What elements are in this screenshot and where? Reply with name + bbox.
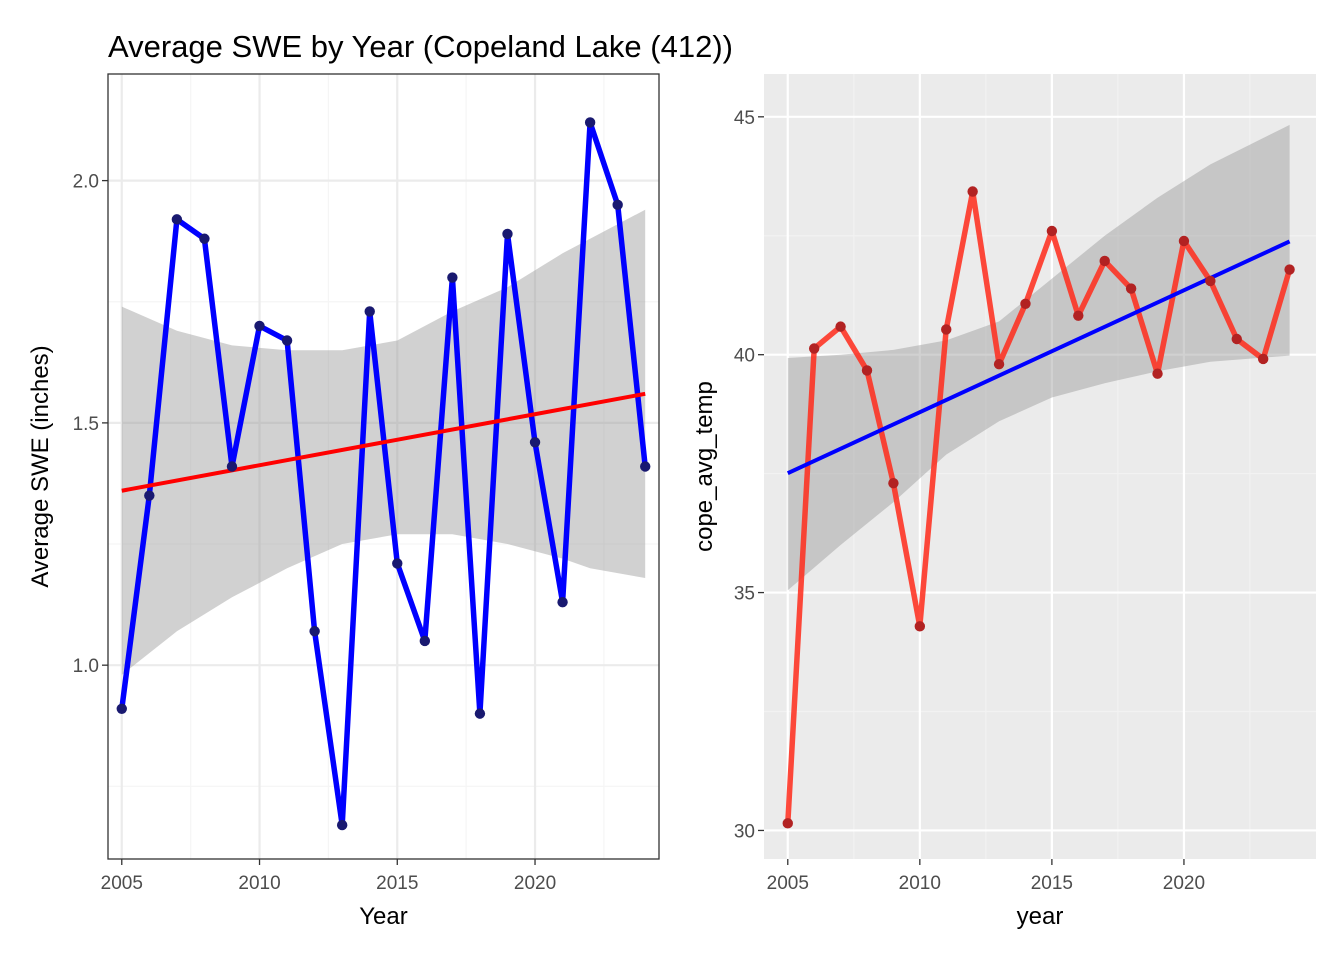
data-point: [199, 233, 210, 244]
y-tick-label: 30: [734, 821, 755, 842]
data-point: [336, 819, 348, 831]
data-point: [1099, 255, 1110, 267]
data-point: [914, 621, 926, 632]
x-tick-label: 2015: [1031, 873, 1073, 894]
x-tick-label: 2005: [767, 873, 809, 894]
series-line: [119, 119, 648, 828]
data-point: [1284, 264, 1295, 275]
data-point: [1178, 235, 1190, 247]
data-point: [1073, 310, 1084, 321]
x-tick-label: 2010: [238, 873, 280, 894]
figure-title: Average SWE by Year (Copeland Lake (412)…: [108, 29, 733, 64]
data-point: [1257, 353, 1269, 365]
data-point: [364, 306, 375, 317]
data-point: [967, 186, 978, 197]
data-point: [640, 461, 651, 472]
data-point: [808, 343, 820, 354]
x-tick-label: 2015: [376, 873, 418, 894]
panel-background: [108, 74, 659, 859]
trend-line: [121, 391, 646, 493]
data-point: [1205, 275, 1216, 287]
x-axis-title: Year: [359, 903, 408, 930]
data-point: [993, 359, 1005, 370]
data-point: [888, 477, 899, 489]
data-point: [612, 199, 623, 211]
y-axis-title: Average SWE (inches): [27, 345, 54, 587]
y-tick-label: 35: [734, 584, 755, 605]
data-point: [144, 490, 155, 501]
x-tick-label: 2020: [514, 873, 556, 894]
data-point: [474, 708, 486, 719]
data-point: [557, 596, 568, 608]
data-point: [529, 437, 541, 448]
panel-border: [107, 73, 660, 860]
data-point: [116, 703, 127, 714]
y-tick-label: 45: [734, 108, 755, 129]
data-point: [447, 272, 458, 283]
data-point: [1046, 225, 1058, 237]
data-point: [941, 324, 952, 335]
x-tick-label: 2010: [899, 873, 941, 894]
data-point: [392, 558, 403, 569]
data-point: [835, 321, 846, 332]
right-panel: 2005 2010 2015 2020 30 35 40 45 year cope_avg_tem…: [691, 74, 1316, 930]
data-point: [419, 635, 431, 647]
y-axis-title: cope_avg_temp: [691, 381, 718, 552]
data-point: [1020, 298, 1031, 309]
left-panel: 2005 2010 2015 2020 1.0 1.5 2.0 Year Average SWE…: [27, 73, 660, 930]
data-point: [584, 117, 596, 128]
data-point: [861, 365, 873, 376]
data-point: [254, 320, 265, 332]
data-point: [226, 461, 238, 472]
y-tick-label: 40: [734, 346, 755, 367]
data-point: [1231, 333, 1242, 345]
y-tick-label: 2.0: [73, 172, 99, 193]
y-tick-label: 1.5: [73, 414, 99, 435]
series-line: [785, 188, 1293, 824]
data-point: [281, 335, 293, 346]
panel-background: [764, 74, 1316, 859]
x-axis-title: year: [1017, 903, 1064, 930]
data-point: [782, 818, 793, 829]
data-point: [309, 626, 320, 637]
data-point: [1152, 368, 1163, 379]
data-point: [502, 228, 513, 240]
data-point: [171, 214, 183, 225]
data-point: [1125, 283, 1137, 294]
x-tick-label: 2005: [101, 873, 143, 894]
x-tick-label: 2020: [1163, 873, 1205, 894]
y-tick-label: 1.0: [73, 656, 99, 677]
